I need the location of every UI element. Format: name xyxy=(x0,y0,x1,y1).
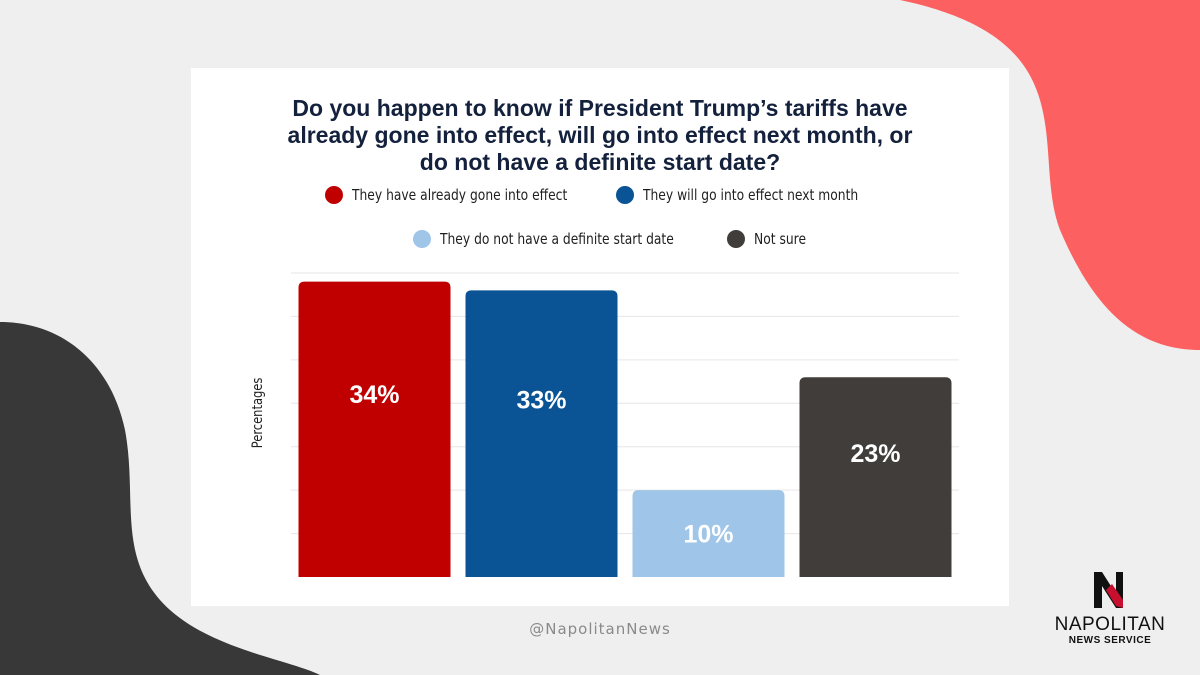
bar-1 xyxy=(298,281,451,577)
logo-subtitle: NEWS SERVICE xyxy=(1068,635,1152,646)
legend-label: Not sure xyxy=(753,230,806,248)
chart-title-line-3: do not have a definite start date? xyxy=(419,149,781,175)
chart-title: Do you happen to know if President Trump… xyxy=(191,95,1009,176)
bar-4 xyxy=(799,377,952,577)
social-handle: @NapolitanNews xyxy=(529,620,671,638)
coral-blob xyxy=(900,0,1200,350)
legend-dot-icon xyxy=(324,186,343,204)
legend-row-1: They have already gone into effect They … xyxy=(191,186,1009,204)
chart-title-line-2: already gone into effect, will go into e… xyxy=(287,122,913,148)
legend-dot-icon xyxy=(616,186,635,204)
legend-row-2: They do not have a definite start date N… xyxy=(191,230,1009,248)
legend-label: They have already gone into effect xyxy=(351,186,567,204)
chart-card: Do you happen to know if President Trump… xyxy=(191,68,1009,606)
bar-2-data-label: 33% xyxy=(516,386,566,414)
legend-item-no-start-date: They do not have a definite start date xyxy=(412,230,695,248)
legend-label: They do not have a definite start date xyxy=(439,230,674,248)
bar-3 xyxy=(632,490,785,577)
legend-item-already-in-effect: They have already gone into effect xyxy=(324,186,585,204)
bar-4-data-label: 23% xyxy=(850,440,900,468)
legend-dot-icon xyxy=(412,230,431,248)
bar-chart: 34% 33% 10% 23% xyxy=(291,272,959,577)
bar-3-data-label: 10% xyxy=(683,521,733,549)
legend-item-next-month: They will go into effect next month xyxy=(616,186,875,204)
chart-title-line-1: Do you happen to know if President Trump… xyxy=(292,95,908,121)
napolitan-logo: NAPOLITAN NEWS SERVICE xyxy=(1045,570,1175,650)
legend-item-not-sure: Not sure xyxy=(726,230,806,248)
legend-label: They will go into effect next month xyxy=(643,186,859,204)
bar-2 xyxy=(465,290,618,577)
legend-dot-icon xyxy=(726,230,745,248)
logo-name: NAPOLITAN xyxy=(1054,614,1166,635)
napolitan-n-logo-icon xyxy=(1094,572,1123,608)
dark-blob xyxy=(0,322,320,675)
bar-1-data-label: 34% xyxy=(349,381,399,409)
